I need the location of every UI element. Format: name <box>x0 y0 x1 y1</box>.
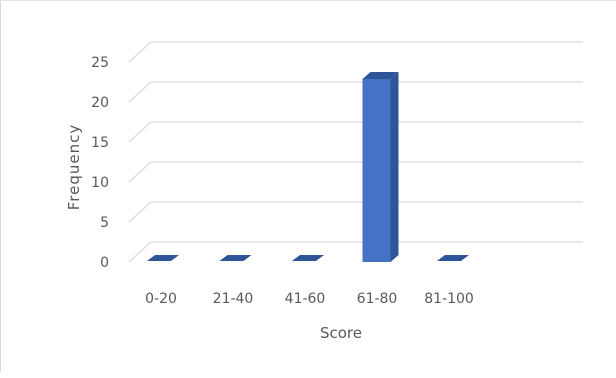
y-tick-label: 15 <box>91 135 109 151</box>
gridlines <box>128 41 583 263</box>
x-axis-ticks: 0-20 21-40 41-60 61-80 81-100 <box>145 291 474 307</box>
bar-0-20 <box>147 255 179 261</box>
y-tick-label: 20 <box>91 95 109 111</box>
y-tick-label: 10 <box>91 175 109 191</box>
gridline <box>128 121 583 143</box>
x-axis-label: Score <box>320 324 362 342</box>
y-tick-label: 5 <box>100 215 109 231</box>
bar-61-80 <box>362 72 399 262</box>
bar-top <box>362 72 399 79</box>
bar-top <box>437 255 469 261</box>
gridline <box>128 241 583 263</box>
bar-front <box>362 79 391 262</box>
x-tick-label: 81-100 <box>424 291 474 307</box>
bar-81-100 <box>437 255 469 261</box>
bar-21-40 <box>219 255 252 261</box>
y-tick-label: 0 <box>100 255 109 271</box>
x-tick-label: 41-60 <box>285 291 326 307</box>
bar-top <box>147 255 179 261</box>
gridline <box>128 161 583 183</box>
y-axis-ticks: 0 5 10 15 20 25 <box>91 55 109 271</box>
bar-41-60 <box>292 255 324 261</box>
bar-side <box>390 72 399 262</box>
bars <box>147 72 469 262</box>
gridline <box>128 81 583 103</box>
y-tick-label: 25 <box>91 55 109 71</box>
gridline <box>128 41 583 63</box>
x-tick-label: 21-40 <box>213 291 254 307</box>
bar-top <box>292 255 324 261</box>
x-tick-label: 0-20 <box>145 291 177 307</box>
bar-top <box>219 255 252 261</box>
gridline <box>128 201 583 223</box>
x-tick-label: 61-80 <box>357 291 398 307</box>
y-axis-label: Frequency <box>65 124 83 211</box>
